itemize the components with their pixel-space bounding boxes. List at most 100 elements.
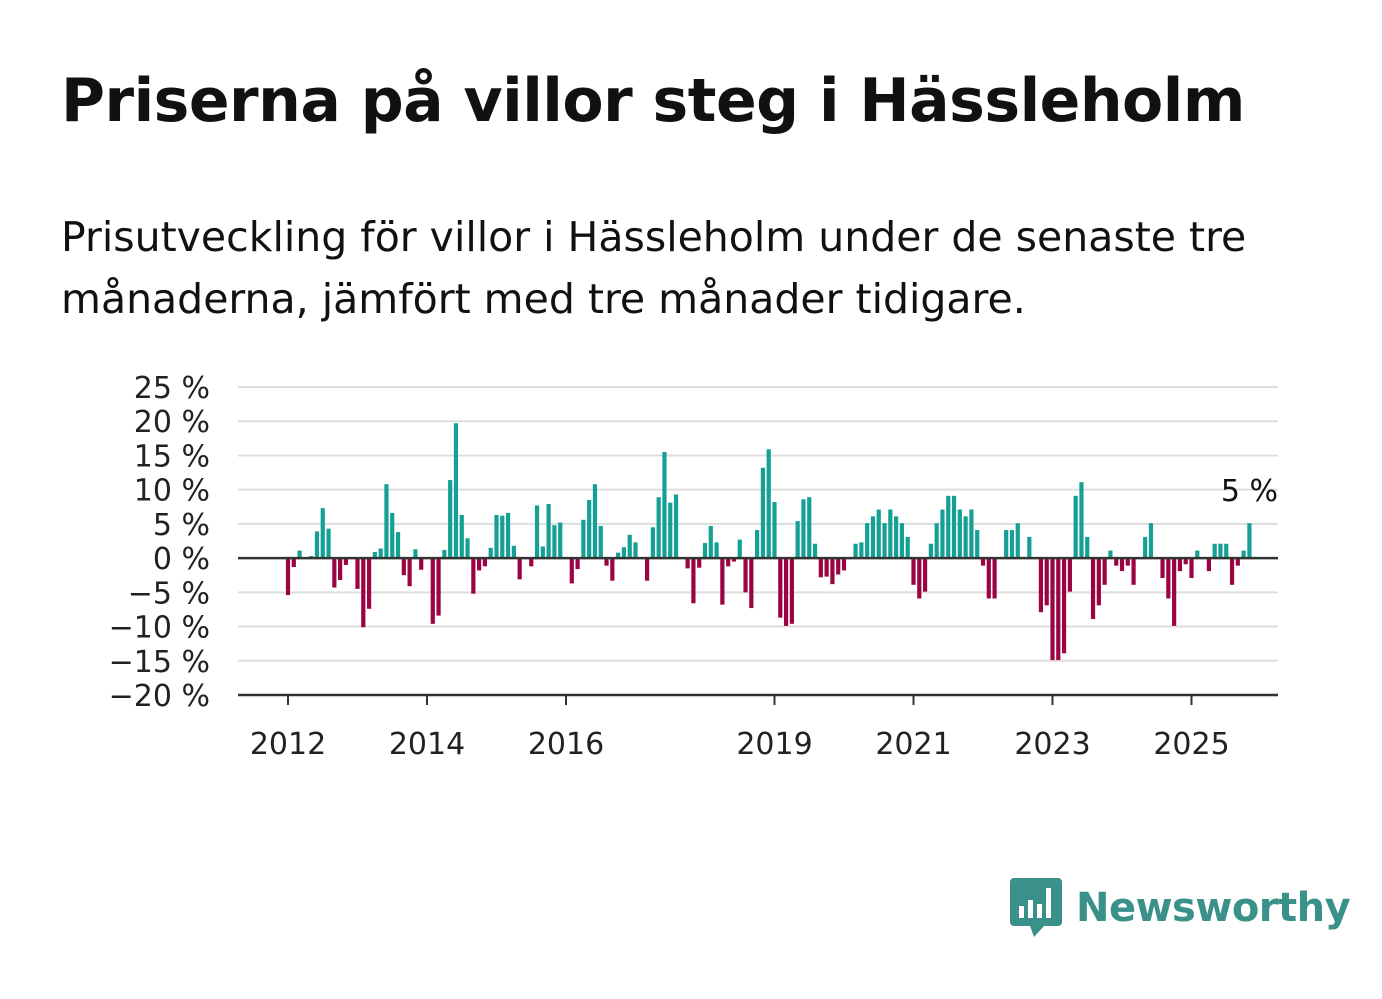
bar <box>841 558 847 571</box>
bar <box>488 547 493 559</box>
bar <box>1160 558 1165 578</box>
bar <box>471 558 476 594</box>
bar <box>500 515 505 559</box>
axes <box>238 556 1278 697</box>
bar <box>940 509 945 559</box>
bar <box>355 558 360 589</box>
bar <box>853 543 858 559</box>
bar <box>511 545 516 559</box>
bar <box>448 480 453 559</box>
y-tick-label: 10 % <box>134 474 210 509</box>
bar <box>1143 536 1148 559</box>
bar <box>882 523 887 559</box>
bar <box>870 516 876 559</box>
bar <box>801 499 806 559</box>
bar <box>1009 530 1015 559</box>
bar <box>1229 558 1235 585</box>
y-tick-label: −15 % <box>109 645 210 680</box>
bar <box>755 530 760 559</box>
bar <box>546 504 551 559</box>
bar <box>644 558 650 581</box>
bar <box>320 508 325 559</box>
bar <box>697 558 702 568</box>
bar <box>529 558 534 567</box>
last-value-label: 5 % <box>1221 474 1278 509</box>
bar <box>795 521 800 559</box>
bar <box>1050 558 1055 661</box>
bar <box>366 558 372 609</box>
bar <box>714 542 719 559</box>
bar <box>830 558 835 585</box>
bar <box>598 525 603 559</box>
bar <box>1102 558 1107 585</box>
bar <box>413 549 418 559</box>
bar <box>1061 558 1067 654</box>
bar <box>720 558 725 605</box>
bar <box>1212 543 1217 559</box>
bar <box>673 494 679 559</box>
bar <box>1241 550 1246 559</box>
bar <box>1235 558 1240 566</box>
bar <box>332 558 337 588</box>
bar <box>569 558 574 584</box>
brand-name: Newsworthy <box>1076 885 1351 931</box>
bar <box>783 558 789 626</box>
bar <box>743 558 748 593</box>
bar <box>1108 550 1113 559</box>
bar <box>326 528 331 559</box>
bar <box>517 558 522 580</box>
bar <box>899 523 905 559</box>
bar <box>407 558 412 587</box>
bar <box>436 558 441 616</box>
bar <box>1195 550 1200 559</box>
bar <box>587 499 592 559</box>
bar <box>772 501 777 559</box>
bar <box>951 495 957 559</box>
bar <box>662 452 667 559</box>
bar <box>477 558 482 571</box>
bar <box>1172 558 1177 626</box>
bar <box>459 514 464 559</box>
bar <box>818 558 823 578</box>
bar <box>540 546 545 559</box>
x-tick-label: 2025 <box>1153 727 1229 762</box>
bar <box>552 525 557 559</box>
bar <box>401 558 406 576</box>
bar <box>685 558 690 569</box>
bar <box>1090 558 1096 620</box>
bar <box>361 558 366 628</box>
bar <box>1027 536 1032 559</box>
bar <box>957 509 962 559</box>
bar <box>1131 558 1136 585</box>
bar <box>975 530 980 559</box>
bar <box>928 543 933 559</box>
bar <box>812 543 818 559</box>
y-tick-label: 25 % <box>134 371 210 406</box>
bar <box>505 512 511 559</box>
bar <box>395 532 401 559</box>
bar <box>865 523 870 559</box>
x-tick-label: 2019 <box>736 727 812 762</box>
bar <box>789 558 794 624</box>
bars <box>285 423 1252 661</box>
bar <box>621 547 627 559</box>
bar <box>627 534 632 559</box>
bar <box>1079 482 1084 559</box>
bar <box>911 558 916 585</box>
bar <box>575 558 580 570</box>
bar <box>1247 523 1252 559</box>
y-tick-label: 5 % <box>153 508 210 543</box>
bar <box>876 509 881 559</box>
bar <box>482 558 488 567</box>
bar <box>390 512 395 559</box>
bar <box>836 558 841 575</box>
bar <box>465 538 470 559</box>
bar <box>534 505 540 559</box>
chart-title: Priserna på villor steg i Hässleholm <box>61 66 1245 136</box>
bar <box>1218 543 1223 559</box>
bar <box>616 552 621 559</box>
bar <box>702 543 708 559</box>
bar <box>992 558 997 599</box>
bar <box>859 542 864 559</box>
bar <box>778 558 783 618</box>
